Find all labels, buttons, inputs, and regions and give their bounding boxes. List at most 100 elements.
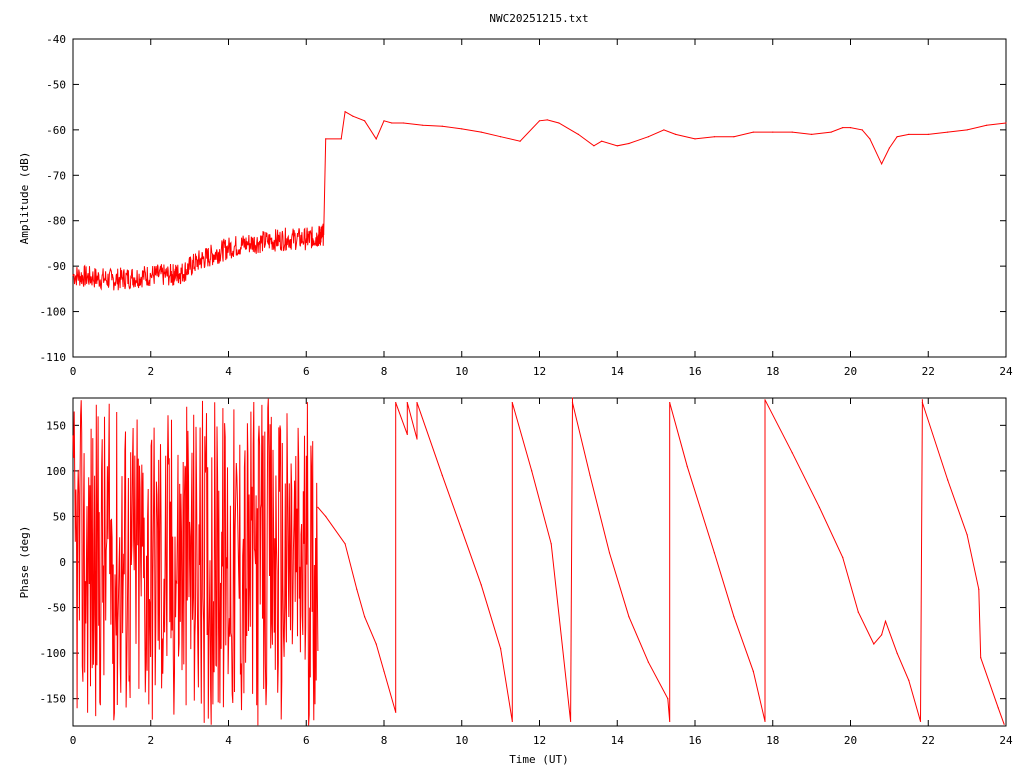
phase-data-point [764, 720, 766, 723]
amplitude-data-point [927, 133, 929, 135]
amplitude-data-point [908, 133, 910, 135]
amplitude-data-point [317, 236, 319, 238]
phase-data-point [480, 584, 482, 586]
phase-xtick-label: 24 [999, 734, 1013, 747]
phase-data-point [921, 399, 924, 401]
phase-series-line [317, 397, 1005, 725]
amplitude-data-point [986, 124, 988, 126]
phase-data-point [511, 720, 513, 723]
amplitude-xtick-label: 8 [381, 365, 388, 378]
amplitude-data-point [480, 131, 482, 133]
amplitude-data-point [842, 127, 844, 129]
phase-data-point [589, 474, 591, 476]
amplitude-xtick-label: 20 [844, 365, 857, 378]
phase-data-point [550, 543, 552, 545]
chart-title: NWC20251215.txt [489, 12, 588, 25]
amplitude-data-point [181, 272, 183, 274]
amplitude-plot: 0 2 4 6 8 10 12 14 16 18 20 22 24-40-50-60-70-80-90-… [18, 33, 1013, 378]
amplitude-data-point [628, 142, 630, 145]
phase-ytick-label: 0 [59, 556, 66, 569]
amplitude-data-point [340, 138, 342, 140]
amplitude-data-point [519, 140, 521, 142]
amplitude-data-point [500, 136, 502, 138]
amplitude-data-point [752, 131, 754, 133]
phase-data-point [669, 402, 671, 404]
amplitude-data-point [441, 125, 443, 127]
phase-xtick-label: 8 [381, 734, 388, 747]
amplitude-data-point [196, 261, 198, 263]
phase-data-point [647, 661, 650, 663]
phase-data-point [764, 399, 766, 401]
amplitude-xtick-label: 14 [611, 365, 625, 378]
phase-xtick-label: 6 [303, 734, 310, 747]
phase-data-point [752, 670, 754, 672]
amplitude-xtick-label: 18 [766, 365, 779, 378]
phase-ytick-label: 50 [53, 510, 66, 523]
amplitude-data-point [601, 140, 603, 142]
amplitude-data-point [461, 128, 463, 130]
amplitude-data-point [694, 138, 696, 140]
amplitude-plot-frame [72, 38, 1007, 358]
amplitude-data-point [830, 131, 832, 133]
amplitude-data-point [323, 233, 325, 235]
phase-data-point [364, 616, 366, 618]
amplitude-data-point [91, 276, 93, 279]
phase-data-point [733, 616, 735, 618]
phase-data-point [441, 474, 443, 476]
amplitude-data-point [286, 238, 288, 240]
phase-ytick-label: -100 [40, 647, 67, 660]
amplitude-data-point [72, 274, 74, 276]
amplitude-data-point [212, 254, 214, 256]
amplitude-xtick-label: 24 [999, 365, 1013, 378]
phase-data-point [686, 465, 688, 467]
amplitude-data-point [881, 163, 883, 165]
phase-data-point [570, 720, 572, 723]
amplitude-data-point [344, 111, 346, 113]
amplitude-xtick-label: 4 [225, 365, 232, 378]
phase-ytick-label: 150 [46, 419, 66, 432]
phase-data-point [966, 534, 968, 536]
phase-data-point [406, 402, 408, 404]
phase-data-point [857, 611, 859, 613]
amplitude-data-point [1005, 122, 1007, 124]
phase-xtick-label: 0 [70, 734, 77, 747]
phase-data-point [978, 588, 980, 590]
amplitude-series-line [72, 110, 1007, 291]
amplitude-data-point [888, 147, 891, 149]
amplitude-data-point [869, 138, 871, 140]
phase-data-point [628, 616, 630, 618]
amplitude-data-point [266, 240, 268, 242]
phase-data-point [461, 529, 463, 531]
amplitude-data-point [577, 133, 580, 135]
phase-data-point [947, 479, 949, 481]
phase-data-point [896, 652, 898, 654]
amplitude-data-point [663, 129, 665, 131]
phase-data-point [667, 698, 669, 700]
phase-data-point [356, 588, 358, 590]
phase-data-point [791, 452, 793, 454]
amplitude-ytick-label: -60 [46, 124, 66, 137]
phase-data-point [531, 470, 533, 472]
phase-data-point [500, 648, 502, 650]
phase-data-point [919, 720, 922, 723]
amplitude-ytick-label: -90 [46, 260, 66, 273]
amplitude-ytick-label: -40 [46, 33, 66, 46]
phase-data-point [317, 506, 319, 508]
amplitude-xtick-label: 12 [533, 365, 546, 378]
amplitude-data-point [733, 136, 735, 138]
amplitude-data-point [402, 122, 404, 124]
phase-xtick-label: 22 [922, 734, 935, 747]
phase-data-point [383, 670, 385, 672]
amplitude-data-point [130, 276, 132, 279]
amplitude-data-point [713, 136, 716, 138]
amplitude-xtick-label: 10 [455, 365, 468, 378]
phase-data-point [395, 711, 397, 713]
amplitude-xtick-label: 0 [70, 365, 77, 378]
amplitude-data-point [247, 242, 249, 244]
amplitude-data-point [375, 138, 377, 140]
amplitude-data-point [616, 145, 618, 147]
phase-xtick-label: 4 [225, 734, 232, 747]
phase-data-point [669, 720, 671, 723]
amplitude-data-point [849, 127, 852, 129]
